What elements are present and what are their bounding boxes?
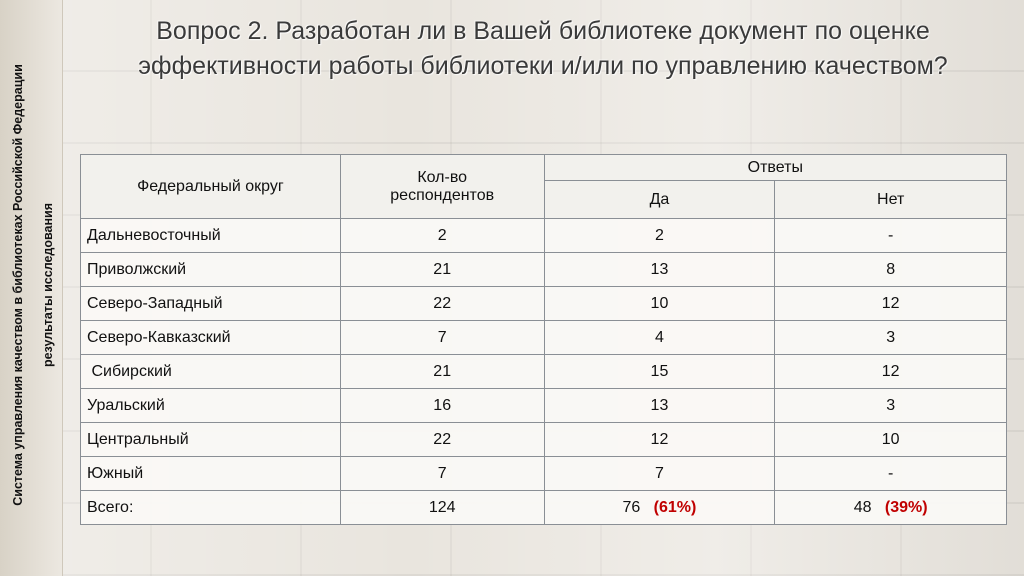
cell-district: Дальневосточный [80,218,341,253]
total-no-percent: (39%) [884,498,928,516]
cell-district: Приволжский [80,252,341,287]
cell-yes: 15 [543,354,776,389]
cell-respondents: 22 [339,422,545,457]
table-row: Сибирский 21 15 12 [80,354,1007,389]
cell-yes: 4 [543,320,776,355]
cell-district: Северо-Кавказский [80,320,341,355]
header-row-1: Федеральный округ Кол-во респондентов От… [80,154,1008,219]
header-no: Нет [774,180,1007,219]
total-label: Всего: [80,490,341,525]
cell-district: Центральный [80,422,341,457]
table-row: Уральский 16 13 3 [80,388,1007,423]
header-district: Федеральный округ [80,154,341,219]
header-respondents-line2: респондентов [390,186,495,204]
total-no-count: 48 [853,498,872,516]
cell-yes: 13 [543,388,776,423]
header-row-2: Да Нет [81,180,1007,219]
cell-no: 12 [774,354,1007,389]
title-line-1: Вопрос 2. Разработан ли в Вашей библиоте… [156,17,930,45]
cell-yes: 2 [543,218,776,253]
cell-respondents: 21 [339,354,545,389]
cell-yes: 13 [543,252,776,287]
table-row: Дальневосточный 2 2 - [80,218,1007,253]
cell-no: 12 [774,286,1007,321]
cell-district: Южный [80,456,341,491]
cell-no: - [774,456,1007,491]
total-row: Всего: 124 76 (61%) 48 (39%) [80,490,1007,525]
table-row: Северо-Западный 22 10 12 [80,286,1007,321]
table-row: Северо-Кавказский 7 4 3 [80,320,1007,355]
cell-district: Сибирский [80,354,341,389]
cell-yes: 12 [543,422,776,457]
cell-no: 3 [774,388,1007,423]
sidebar-title: Система управления качеством в библиотек… [11,64,25,506]
total-yes: 76 (61%) [543,490,776,525]
header-respondents-line1: Кол-во [417,168,468,186]
cell-respondents: 7 [339,456,545,491]
table-row: Приволжский 21 13 8 [80,252,1007,287]
cell-respondents: 7 [339,320,545,355]
total-respondents: 124 [339,490,545,525]
total-yes-percent: (61%) [653,498,697,516]
title-line-2: эффективности работы библиотеки и/или по… [138,52,948,80]
header-respondents: Кол-во респондентов [339,154,545,219]
cell-no: 3 [774,320,1007,355]
header-yes: Да [543,180,776,219]
cell-yes: 7 [543,456,776,491]
cell-respondents: 2 [339,218,545,253]
total-no: 48 (39%) [774,490,1007,525]
cell-no: - [774,218,1007,253]
cell-district: Уральский [80,388,341,423]
cell-district: Северо-Западный [80,286,341,321]
table-row: Южный 7 7 - [80,456,1007,491]
cell-respondents: 16 [339,388,545,423]
sidebar-subtitle: результаты исследования [41,202,55,368]
cell-no: 10 [774,422,1007,457]
sidebar: Система управления качеством в библиотек… [0,0,63,576]
results-table: Федеральный округ Кол-во респондентов От… [80,154,1008,525]
table-row: Центральный 22 12 10 [80,422,1007,457]
header-answers: Ответы [543,154,1008,181]
cell-no: 8 [774,252,1007,287]
total-yes-count: 76 [622,498,641,516]
cell-respondents: 22 [339,286,545,321]
page-title: Вопрос 2. Разработан ли в Вашей библиоте… [62,14,1024,84]
cell-yes: 10 [543,286,776,321]
cell-respondents: 21 [339,252,545,287]
